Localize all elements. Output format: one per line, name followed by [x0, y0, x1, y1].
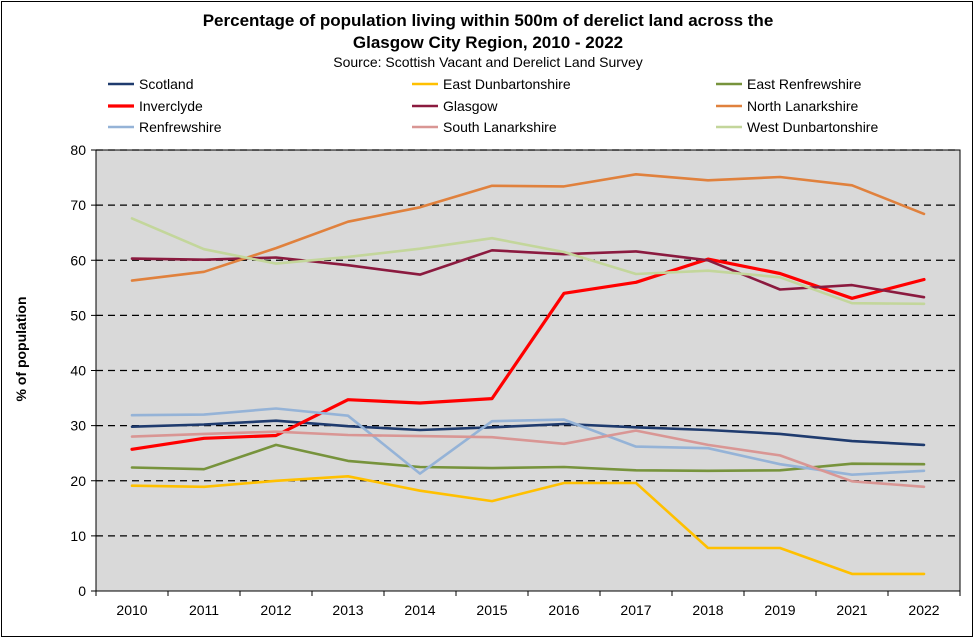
series-east-renfrewshire	[130, 443, 926, 473]
legend-item-north-lanarkshire: North Lanarkshire	[716, 98, 858, 114]
y-tick-label-70: 70	[70, 197, 86, 213]
y-tick-label-40: 40	[70, 363, 86, 379]
x-axis-ticks: 2010 2011 2012 2013 2014 2015 2016 2017 2018 2019…	[95, 591, 961, 618]
series-line-glasgow	[130, 249, 926, 299]
legend-label-north-lanarkshire: North Lanarkshire	[747, 98, 858, 114]
series-glasgow	[130, 249, 926, 299]
chart-title-line-1: Percentage of population living within 5…	[203, 11, 774, 30]
legend-item-south-lanarkshire: South Lanarkshire	[412, 119, 557, 135]
x-tick-label-2014: 2014	[404, 602, 435, 618]
series-east-dunbartonshire	[130, 474, 926, 576]
y-tick-label-10: 10	[70, 528, 86, 544]
legend-label-south-lanarkshire: South Lanarkshire	[443, 119, 557, 135]
y-tick-label-20: 20	[70, 473, 86, 489]
x-tick-label-2011: 2011	[189, 602, 219, 618]
legend-label-renfrewshire: Renfrewshire	[139, 119, 222, 135]
series-line-south-lanarkshire	[130, 429, 926, 489]
series-line-scotland	[130, 419, 926, 447]
x-tick-label-2019: 2019	[764, 602, 795, 618]
y-axis-title: % of population	[13, 297, 29, 402]
x-tick-label-2018: 2018	[692, 602, 723, 618]
y-tick-label-80: 80	[70, 142, 86, 158]
x-tick-label-2017: 2017	[620, 602, 651, 618]
series-line-renfrewshire	[130, 407, 926, 477]
series-layer	[130, 173, 926, 576]
x-tick-label-2012: 2012	[260, 602, 291, 618]
legend-item-inverclyde: Inverclyde	[108, 98, 203, 114]
legend-label-glasgow: Glasgow	[443, 98, 498, 114]
legend-item-glasgow: Glasgow	[412, 98, 498, 114]
series-line-inverclyde	[130, 257, 926, 451]
x-tick-label-2013: 2013	[332, 602, 363, 618]
series-inverclyde	[130, 257, 926, 451]
series-line-east-dunbartonshire	[130, 474, 926, 576]
legend-item-renfrewshire: Renfrewshire	[108, 119, 222, 135]
legend-label-west-dunbartonshire: West Dunbartonshire	[747, 119, 878, 135]
y-axis-ticks: 0 10 20 30 40 50 60 70 80	[70, 142, 96, 599]
series-renfrewshire	[130, 407, 926, 477]
y-tick-label-50: 50	[70, 307, 86, 323]
x-tick-label-2022: 2022	[908, 602, 939, 618]
y-tick-label-60: 60	[70, 252, 86, 268]
legend-label-inverclyde: Inverclyde	[139, 98, 203, 114]
chart-title-line-2: Glasgow City Region, 2010 - 2022	[353, 33, 623, 52]
legend-label-scotland: Scotland	[139, 76, 193, 92]
series-line-north-lanarkshire	[130, 173, 926, 282]
series-scotland	[130, 419, 926, 447]
series-west-dunbartonshire	[130, 217, 926, 306]
x-tick-label-2021: 2021	[836, 602, 867, 618]
series-line-east-renfrewshire	[130, 443, 926, 473]
legend-item-west-dunbartonshire: West Dunbartonshire	[716, 119, 878, 135]
x-tick-label-2015: 2015	[476, 602, 507, 618]
y-tick-label-0: 0	[78, 583, 86, 599]
x-tick-label-2010: 2010	[116, 602, 147, 618]
legend-label-east-renfrewshire: East Renfrewshire	[747, 76, 862, 92]
chart-subtitle: Source: Scottish Vacant and Derelict Lan…	[333, 54, 642, 70]
x-tick-label-2016: 2016	[548, 602, 579, 618]
legend: Scotland East Dunbartonshire East Renfrews…	[108, 76, 878, 135]
legend-label-east-dunbartonshire: East Dunbartonshire	[443, 76, 571, 92]
legend-item-east-renfrewshire: East Renfrewshire	[716, 76, 862, 92]
y-tick-label-30: 30	[70, 418, 86, 434]
series-north-lanarkshire	[130, 173, 926, 282]
legend-item-scotland: Scotland	[108, 76, 193, 92]
series-south-lanarkshire	[130, 429, 926, 489]
legend-item-east-dunbartonshire: East Dunbartonshire	[412, 76, 571, 92]
series-line-west-dunbartonshire	[130, 217, 926, 306]
